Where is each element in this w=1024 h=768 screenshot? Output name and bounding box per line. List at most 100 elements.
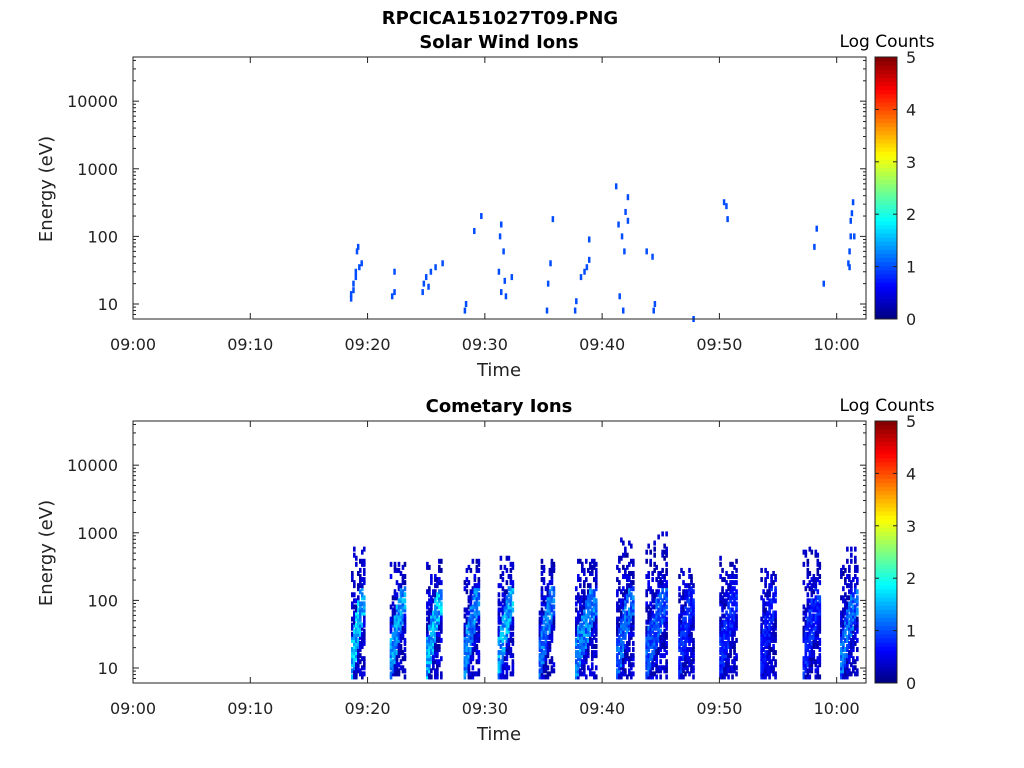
data-cell [507, 610, 511, 616]
data-cell [690, 634, 693, 640]
data-cell [682, 622, 685, 628]
data-cell [587, 236, 591, 243]
data-cell [428, 656, 431, 662]
data-cell [816, 619, 820, 625]
data-cell [590, 637, 594, 643]
data-cell [391, 613, 395, 619]
data-cell [856, 564, 859, 570]
data-cell [426, 674, 429, 680]
x-tick-label: 09:30 [462, 699, 508, 718]
data-cell [360, 634, 364, 640]
data-cell [511, 668, 515, 674]
data-cell [358, 577, 362, 583]
data-cell [575, 619, 578, 625]
data-cell [552, 589, 556, 595]
data-cell [663, 643, 666, 649]
data-cell [770, 668, 773, 674]
data-cell [659, 634, 662, 640]
data-cell [584, 625, 588, 631]
data-cell [651, 592, 654, 598]
data-cell [684, 637, 687, 643]
data-cell [440, 674, 443, 680]
data-cell [814, 583, 818, 589]
data-cell [473, 574, 477, 580]
data-cell [594, 577, 598, 583]
data-cell [590, 610, 594, 616]
colorbar-swatch [875, 151, 897, 156]
data-cell [477, 592, 481, 598]
data-cell [505, 671, 509, 677]
data-cell [657, 625, 660, 631]
data-cell [397, 604, 401, 610]
data-cell [575, 601, 578, 607]
colorbar-swatch [875, 216, 897, 222]
data-cell [538, 659, 542, 665]
data-cell [653, 637, 656, 643]
data-cell [762, 668, 765, 674]
data-cell [762, 659, 765, 665]
data-cell [729, 625, 732, 631]
data-cell [475, 634, 479, 640]
data-cell [428, 592, 431, 598]
data-cell [428, 647, 431, 653]
data-cell [356, 665, 360, 671]
data-cell [657, 613, 660, 619]
data-cell [389, 659, 393, 665]
data-cell [760, 643, 763, 649]
data-cell [810, 616, 814, 622]
data-cell [663, 616, 666, 622]
data-cell [725, 653, 728, 659]
data-cell [428, 610, 431, 616]
data-cell [465, 610, 469, 616]
data-cell [665, 634, 668, 640]
data-cell [590, 625, 594, 631]
data-cell [686, 592, 689, 598]
data-cell [438, 558, 441, 564]
data-cell [774, 622, 777, 628]
data-cell [844, 628, 847, 634]
data-cell [682, 650, 685, 656]
data-cell [719, 647, 722, 653]
data-cell [575, 659, 578, 665]
data-cell [802, 637, 806, 643]
colorbar-swatch [875, 556, 897, 561]
data-cell [690, 607, 693, 613]
data-cell [651, 598, 654, 604]
data-cell [849, 233, 853, 240]
data-cell [590, 665, 594, 671]
data-cell [682, 625, 685, 631]
data-cell [854, 564, 857, 570]
data-cell [812, 637, 816, 643]
data-cell [592, 595, 596, 601]
data-cell [351, 574, 354, 580]
data-cell [575, 298, 578, 305]
data-cell [403, 561, 407, 567]
data-cell [846, 634, 849, 640]
data-cell [475, 595, 479, 601]
data-cell [592, 650, 596, 656]
data-cell [401, 613, 405, 619]
data-cell [647, 671, 650, 677]
data-cell [399, 616, 403, 622]
data-cell [432, 653, 435, 659]
data-cell [397, 625, 401, 631]
data-cell [360, 656, 364, 662]
colorbar-swatch [875, 188, 897, 193]
data-cell [854, 640, 857, 646]
data-cell [580, 616, 584, 622]
data-cell [592, 671, 596, 677]
data-cell [818, 622, 822, 628]
data-cell [851, 199, 855, 206]
data-cell [774, 674, 777, 680]
data-cell [582, 613, 586, 619]
data-cell [733, 631, 736, 637]
data-cell [355, 555, 358, 561]
data-cell [501, 659, 505, 665]
data-cell [852, 607, 855, 613]
data-cell [358, 647, 362, 653]
data-cell [723, 601, 726, 607]
data-cell [432, 619, 435, 625]
data-cell [647, 640, 650, 646]
data-cell [812, 631, 816, 637]
data-cell [397, 662, 401, 668]
